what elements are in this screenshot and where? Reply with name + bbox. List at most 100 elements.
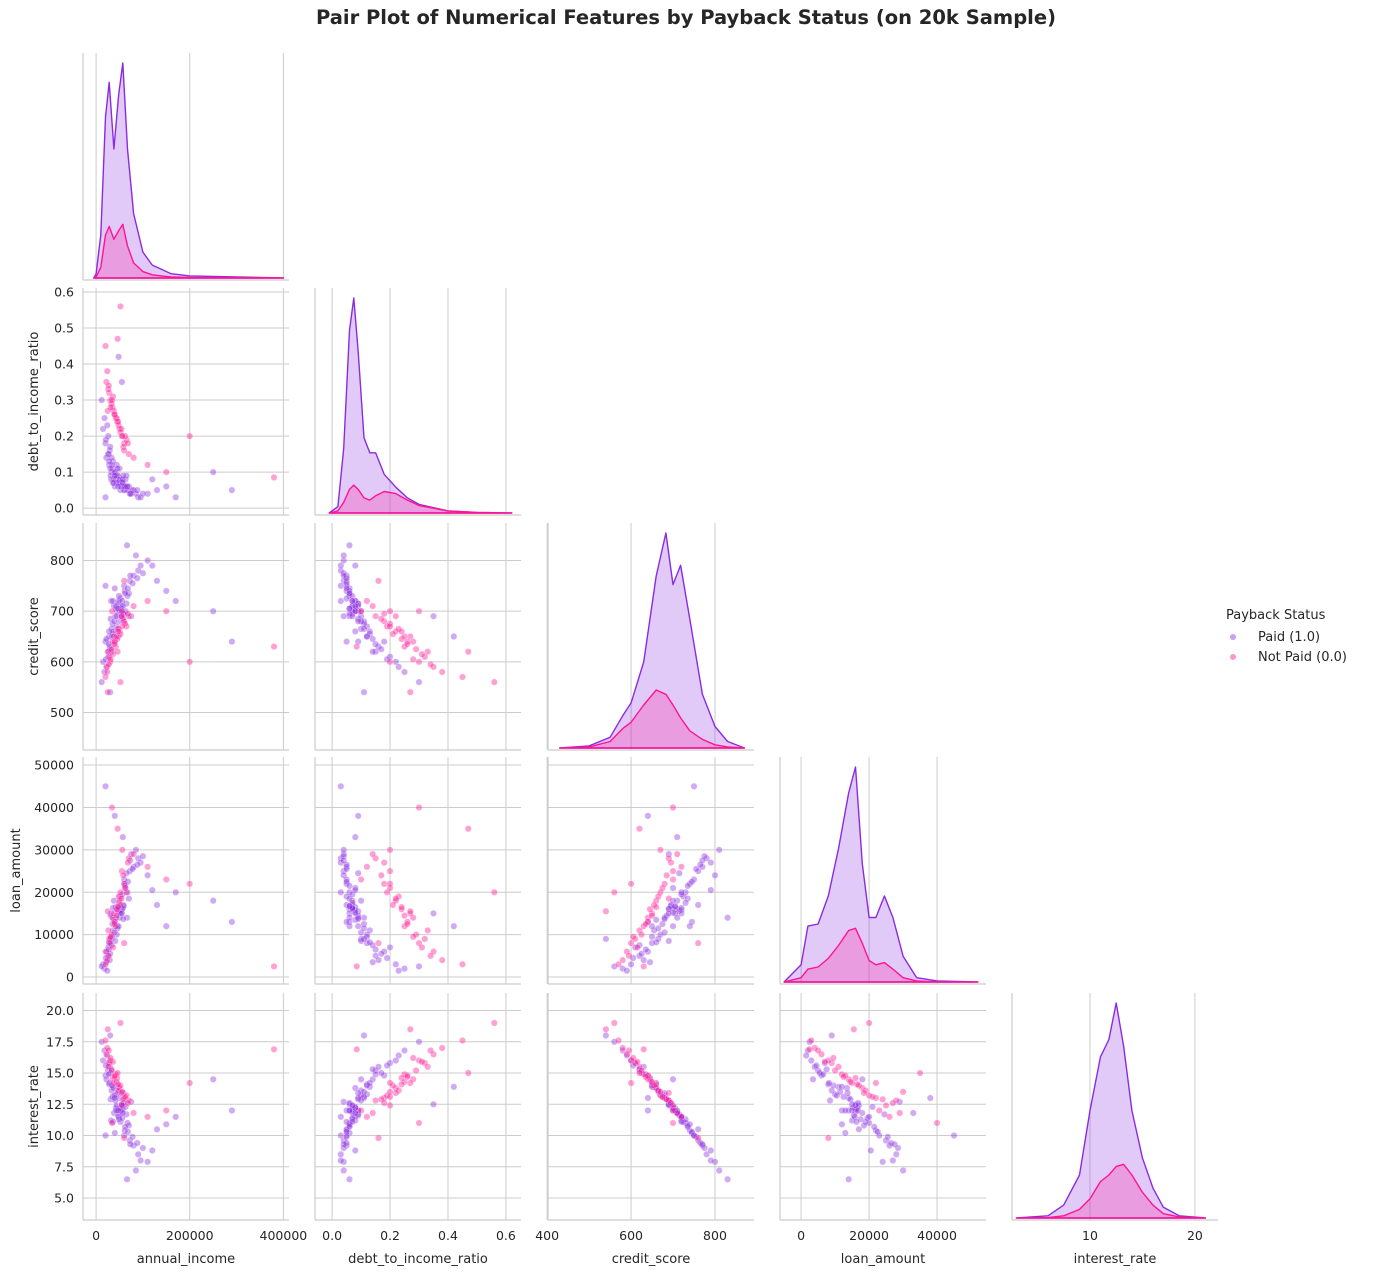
point-paid (715, 846, 723, 854)
panel-interest_rate-vs-credit_score (546, 993, 754, 1221)
point-paid (348, 1118, 356, 1126)
point-not-paid (623, 1050, 631, 1058)
point-paid (351, 1147, 359, 1154)
point-not-paid (640, 922, 648, 930)
point-paid (386, 1059, 394, 1067)
point-paid (111, 617, 118, 625)
point-not-paid (102, 1037, 109, 1044)
point-paid (665, 905, 673, 913)
x-tick-label-loan_amount: 0 (797, 1228, 805, 1243)
point-paid (699, 857, 706, 864)
point-not-paid (850, 1025, 858, 1033)
point-paid (114, 465, 122, 472)
point-paid (106, 443, 114, 451)
point-paid (819, 1070, 827, 1078)
point-paid (139, 852, 147, 860)
point-not-paid (406, 1079, 414, 1087)
point-not-paid (847, 1078, 854, 1086)
point-paid (809, 1075, 817, 1083)
point-paid (619, 965, 627, 972)
y-axis-label-loan-amount: loan_amount (9, 828, 24, 912)
point-paid (644, 812, 652, 820)
point-not-paid (862, 1087, 870, 1094)
point-paid (346, 541, 353, 549)
point-paid (372, 640, 379, 648)
point-paid (351, 833, 359, 841)
point-paid (835, 1083, 842, 1091)
point-paid (109, 620, 116, 628)
point-paid (640, 1063, 648, 1071)
legend-title: Payback Status (1226, 608, 1326, 623)
point-paid (121, 483, 129, 490)
point-paid (850, 1112, 858, 1119)
point-not-paid (636, 1069, 643, 1077)
panel-credit_score-vs-annual_income (82, 523, 289, 751)
point-paid (363, 633, 371, 640)
point-not-paid (401, 643, 408, 650)
point-not-paid (845, 1075, 853, 1083)
point-not-paid (409, 655, 417, 663)
point-not-paid (644, 918, 652, 926)
point-not-paid (144, 597, 152, 605)
point-paid (360, 924, 368, 932)
point-paid (879, 1158, 887, 1166)
point-not-paid (386, 1093, 394, 1101)
point-paid (107, 472, 115, 480)
point-paid (126, 1137, 134, 1144)
point-paid (103, 421, 111, 429)
point-not-paid (363, 1113, 371, 1121)
point-paid (172, 493, 180, 501)
point-not-paid (398, 635, 405, 643)
point-paid (875, 1132, 883, 1139)
point-paid (144, 871, 152, 879)
point-paid (684, 882, 692, 890)
point-not-paid (409, 933, 417, 941)
point-not-paid (102, 342, 109, 350)
point-not-paid (412, 1067, 420, 1074)
point-not-paid (807, 1037, 815, 1044)
point-paid (117, 893, 124, 900)
point-not-paid (840, 1073, 847, 1081)
point-not-paid (116, 897, 123, 905)
point-not-paid (409, 1054, 417, 1062)
y-axis-label-credit-score: credit_score (27, 597, 42, 676)
point-not-paid (123, 888, 130, 896)
point-paid (650, 927, 658, 934)
point-not-paid (130, 454, 138, 462)
point-not-paid (117, 630, 124, 638)
y-tick-label-loan_amount: 0 (66, 970, 74, 985)
point-not-paid (648, 1078, 656, 1086)
point-paid (377, 1069, 385, 1077)
point-not-paid (353, 643, 361, 650)
point-not-paid (602, 907, 610, 915)
point-not-paid (669, 876, 677, 883)
point-not-paid (120, 447, 128, 454)
point-paid (669, 897, 677, 905)
point-paid (694, 867, 702, 875)
point-paid (372, 1070, 379, 1078)
point-paid (857, 1115, 864, 1123)
point-not-paid (111, 918, 119, 926)
point-paid (843, 1084, 851, 1092)
point-paid (360, 688, 368, 696)
point-not-paid (386, 1079, 394, 1087)
point-paid (112, 605, 120, 612)
point-paid (139, 1144, 147, 1152)
point-not-paid (828, 1059, 836, 1067)
point-not-paid (652, 1080, 660, 1088)
point-not-paid (103, 663, 110, 671)
y-tick-label-credit_score: 500 (50, 705, 74, 720)
point-paid (392, 1057, 400, 1064)
point-not-paid (625, 1047, 633, 1054)
point-paid (671, 902, 679, 910)
y-tick-label-debt_to_income_ratio: 0.4 (54, 357, 74, 372)
point-not-paid (124, 610, 132, 618)
point-not-paid (372, 1097, 379, 1104)
point-not-paid (657, 1092, 664, 1099)
point-paid (415, 963, 423, 970)
point-paid (348, 1102, 356, 1109)
point-paid (648, 933, 656, 941)
point-paid (103, 635, 110, 643)
point-paid (123, 600, 130, 607)
point-not-paid (636, 927, 643, 934)
